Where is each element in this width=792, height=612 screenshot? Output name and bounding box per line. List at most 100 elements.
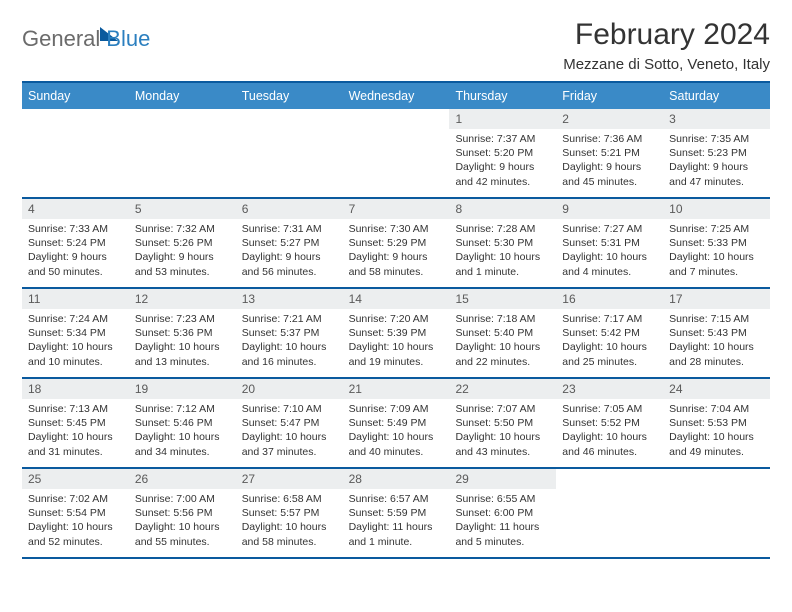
day-line-day1: Daylight: 10 hours (135, 430, 230, 444)
day-cell (663, 469, 770, 557)
day-number: 1 (449, 109, 556, 129)
day-cell: 10Sunrise: 7:25 AMSunset: 5:33 PMDayligh… (663, 199, 770, 287)
day-cell: 13Sunrise: 7:21 AMSunset: 5:37 PMDayligh… (236, 289, 343, 377)
day-line-day2: and 56 minutes. (242, 265, 337, 279)
day-line-day1: Daylight: 10 hours (562, 250, 657, 264)
day-line-sunset: Sunset: 5:26 PM (135, 236, 230, 250)
day-line-sunset: Sunset: 5:46 PM (135, 416, 230, 430)
day-header-row: SundayMondayTuesdayWednesdayThursdayFrid… (22, 83, 770, 109)
day-cell: 18Sunrise: 7:13 AMSunset: 5:45 PMDayligh… (22, 379, 129, 467)
day-line-sunrise: Sunrise: 7:32 AM (135, 222, 230, 236)
day-line-day2: and 58 minutes. (242, 535, 337, 549)
day-line-day2: and 28 minutes. (669, 355, 764, 369)
day-cell: 5Sunrise: 7:32 AMSunset: 5:26 PMDaylight… (129, 199, 236, 287)
logo: General Blue (22, 18, 150, 52)
day-cell: 27Sunrise: 6:58 AMSunset: 5:57 PMDayligh… (236, 469, 343, 557)
day-body: Sunrise: 7:20 AMSunset: 5:39 PMDaylight:… (343, 309, 450, 375)
day-line-sunset: Sunset: 5:33 PM (669, 236, 764, 250)
day-cell: 1Sunrise: 7:37 AMSunset: 5:20 PMDaylight… (449, 109, 556, 197)
day-line-sunrise: Sunrise: 7:04 AM (669, 402, 764, 416)
day-number: 27 (236, 469, 343, 489)
day-body: Sunrise: 6:55 AMSunset: 6:00 PMDaylight:… (449, 489, 556, 555)
page-title: February 2024 (563, 18, 770, 52)
day-number: 17 (663, 289, 770, 309)
day-body: Sunrise: 6:57 AMSunset: 5:59 PMDaylight:… (343, 489, 450, 555)
day-line-day2: and 43 minutes. (455, 445, 550, 459)
day-cell: 4Sunrise: 7:33 AMSunset: 5:24 PMDaylight… (22, 199, 129, 287)
day-line-sunrise: Sunrise: 7:09 AM (349, 402, 444, 416)
day-body: Sunrise: 7:05 AMSunset: 5:52 PMDaylight:… (556, 399, 663, 465)
day-number: 4 (22, 199, 129, 219)
day-number: 20 (236, 379, 343, 399)
day-line-day1: Daylight: 9 hours (669, 160, 764, 174)
day-line-day1: Daylight: 10 hours (28, 340, 123, 354)
day-line-day1: Daylight: 10 hours (28, 520, 123, 534)
day-body: Sunrise: 7:02 AMSunset: 5:54 PMDaylight:… (22, 489, 129, 555)
day-line-day2: and 46 minutes. (562, 445, 657, 459)
day-line-day2: and 31 minutes. (28, 445, 123, 459)
day-line-sunrise: Sunrise: 7:33 AM (28, 222, 123, 236)
day-line-day2: and 53 minutes. (135, 265, 230, 279)
day-line-sunset: Sunset: 5:53 PM (669, 416, 764, 430)
day-cell: 7Sunrise: 7:30 AMSunset: 5:29 PMDaylight… (343, 199, 450, 287)
day-line-day2: and 50 minutes. (28, 265, 123, 279)
day-line-sunrise: Sunrise: 7:27 AM (562, 222, 657, 236)
day-line-sunrise: Sunrise: 7:24 AM (28, 312, 123, 326)
day-line-day2: and 10 minutes. (28, 355, 123, 369)
day-line-sunset: Sunset: 5:49 PM (349, 416, 444, 430)
day-line-sunset: Sunset: 5:52 PM (562, 416, 657, 430)
day-line-sunrise: Sunrise: 7:31 AM (242, 222, 337, 236)
day-line-day1: Daylight: 10 hours (669, 430, 764, 444)
day-number: 24 (663, 379, 770, 399)
day-cell: 8Sunrise: 7:28 AMSunset: 5:30 PMDaylight… (449, 199, 556, 287)
day-line-sunrise: Sunrise: 6:55 AM (455, 492, 550, 506)
day-body: Sunrise: 7:32 AMSunset: 5:26 PMDaylight:… (129, 219, 236, 285)
day-body: Sunrise: 7:04 AMSunset: 5:53 PMDaylight:… (663, 399, 770, 465)
day-number: 14 (343, 289, 450, 309)
day-number: 2 (556, 109, 663, 129)
day-line-sunrise: Sunrise: 7:35 AM (669, 132, 764, 146)
day-number (663, 469, 770, 489)
day-cell: 26Sunrise: 7:00 AMSunset: 5:56 PMDayligh… (129, 469, 236, 557)
day-body: Sunrise: 7:28 AMSunset: 5:30 PMDaylight:… (449, 219, 556, 285)
day-body: Sunrise: 7:09 AMSunset: 5:49 PMDaylight:… (343, 399, 450, 465)
day-header: Monday (129, 83, 236, 109)
day-line-sunset: Sunset: 5:56 PM (135, 506, 230, 520)
day-line-day1: Daylight: 10 hours (669, 250, 764, 264)
day-cell (343, 109, 450, 197)
day-line-day2: and 52 minutes. (28, 535, 123, 549)
day-line-sunrise: Sunrise: 7:21 AM (242, 312, 337, 326)
day-line-sunset: Sunset: 5:37 PM (242, 326, 337, 340)
day-body: Sunrise: 7:36 AMSunset: 5:21 PMDaylight:… (556, 129, 663, 195)
week-row: 4Sunrise: 7:33 AMSunset: 5:24 PMDaylight… (22, 199, 770, 289)
day-cell: 19Sunrise: 7:12 AMSunset: 5:46 PMDayligh… (129, 379, 236, 467)
day-line-day2: and 1 minute. (349, 535, 444, 549)
day-line-day1: Daylight: 9 hours (349, 250, 444, 264)
day-line-sunrise: Sunrise: 7:25 AM (669, 222, 764, 236)
day-header: Thursday (449, 83, 556, 109)
day-line-sunrise: Sunrise: 7:00 AM (135, 492, 230, 506)
day-line-day1: Daylight: 10 hours (455, 430, 550, 444)
day-body: Sunrise: 7:23 AMSunset: 5:36 PMDaylight:… (129, 309, 236, 375)
day-body: Sunrise: 7:17 AMSunset: 5:42 PMDaylight:… (556, 309, 663, 375)
day-body: Sunrise: 7:00 AMSunset: 5:56 PMDaylight:… (129, 489, 236, 555)
day-body: Sunrise: 7:35 AMSunset: 5:23 PMDaylight:… (663, 129, 770, 195)
day-cell: 6Sunrise: 7:31 AMSunset: 5:27 PMDaylight… (236, 199, 343, 287)
week-row: 25Sunrise: 7:02 AMSunset: 5:54 PMDayligh… (22, 469, 770, 559)
day-body: Sunrise: 7:31 AMSunset: 5:27 PMDaylight:… (236, 219, 343, 285)
day-number: 5 (129, 199, 236, 219)
week-row: 18Sunrise: 7:13 AMSunset: 5:45 PMDayligh… (22, 379, 770, 469)
day-body: Sunrise: 7:10 AMSunset: 5:47 PMDaylight:… (236, 399, 343, 465)
day-number: 7 (343, 199, 450, 219)
day-number (22, 109, 129, 129)
day-number (129, 109, 236, 129)
day-line-sunset: Sunset: 5:59 PM (349, 506, 444, 520)
day-line-sunset: Sunset: 5:29 PM (349, 236, 444, 250)
day-cell: 22Sunrise: 7:07 AMSunset: 5:50 PMDayligh… (449, 379, 556, 467)
day-body: Sunrise: 7:18 AMSunset: 5:40 PMDaylight:… (449, 309, 556, 375)
day-cell: 28Sunrise: 6:57 AMSunset: 5:59 PMDayligh… (343, 469, 450, 557)
day-line-day1: Daylight: 10 hours (135, 520, 230, 534)
day-line-day1: Daylight: 10 hours (242, 520, 337, 534)
day-line-day2: and 55 minutes. (135, 535, 230, 549)
day-number: 8 (449, 199, 556, 219)
